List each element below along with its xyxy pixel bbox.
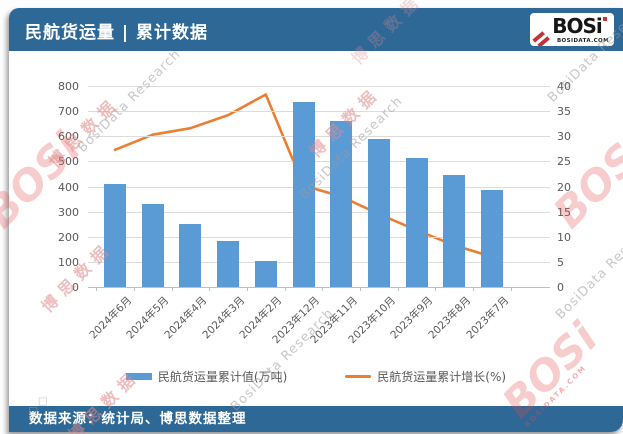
right-axis-tick-label: 0: [557, 281, 564, 294]
line-swatch-icon: [345, 374, 372, 378]
header-banner: 民航货运量 | 累计数据 BOSi BOSIDATA.COM: [9, 8, 623, 51]
x-axis-tick: [360, 287, 362, 291]
x-axis-tick: [473, 287, 475, 291]
left-axis-tick-label: 0: [72, 281, 79, 294]
bar-2024年5月: [141, 204, 164, 287]
plot-area: 2024年6月 2024年5月 2024年4月 2024年3月 2024年2月 2023年…: [87, 86, 550, 346]
x-axis-tick: [246, 287, 248, 291]
right-axis-tick-label: 30: [557, 130, 571, 144]
bar-swatch-icon: [125, 372, 152, 380]
x-axis-line: [88, 287, 550, 288]
bar-2024年3月: [217, 241, 240, 287]
gridline: [88, 261, 550, 263]
gridline: [88, 211, 550, 213]
right-axis-tick-label: 20: [557, 180, 571, 194]
x-axis-tick: [435, 287, 437, 291]
left-axis-tick-label: 600: [58, 130, 79, 144]
left-axis-tick-label: 300: [58, 205, 79, 219]
gridline: [88, 186, 550, 188]
data-source-text: 数据来源：统计局、博思数据整理: [29, 411, 247, 427]
legend: 民航货运量累计值(万吨) 民航货运量累计增长(%): [9, 366, 623, 386]
x-axis-tick: [510, 287, 512, 291]
bar-2024年4月: [179, 224, 202, 287]
bosidata-logo[interactable]: BOSi BOSIDATA.COM: [530, 13, 614, 46]
x-axis-tick: [133, 287, 135, 291]
right-axis-tick-label: 40: [557, 80, 571, 93]
gridline: [88, 136, 550, 138]
bar-2023年9月: [405, 157, 428, 287]
right-axis-tick-label: 15: [557, 205, 571, 219]
gridline: [88, 236, 550, 238]
gridline: [88, 86, 550, 87]
x-axis-tick: [322, 287, 324, 291]
right-axis-tick-label: 25: [557, 155, 571, 169]
x-axis-tick: [171, 287, 173, 291]
logo-domain-text: BOSIDATA.COM: [556, 38, 609, 44]
x-axis-tick: [397, 287, 399, 291]
logo-dot-icon: [603, 17, 607, 21]
right-axis-tick-label: 5: [557, 255, 564, 269]
left-axis-tick-label: 800: [58, 80, 79, 93]
report-card: 民航货运量 | 累计数据 BOSi BOSIDATA.COM 800 700 600…: [9, 8, 623, 432]
bar-2023年8月: [443, 175, 466, 287]
gridline: [88, 111, 550, 113]
right-axis-tick-label: 10: [557, 230, 571, 244]
legend-bar-label: 民航货运量累计值(万吨): [157, 369, 288, 384]
gridline: [88, 161, 550, 163]
legend-item-line: 民航货运量累计增长(%): [345, 368, 506, 385]
footer-source-bar: 数据来源：统计局、博思数据整理: [9, 406, 623, 432]
bar-2024年6月: [104, 184, 126, 287]
legend-line-label: 民航货运量累计增长(%): [377, 369, 507, 384]
right-axis-tick-label: 35: [557, 105, 571, 119]
bar-2024年2月: [254, 260, 277, 287]
logo-wordmark: BOSi: [552, 14, 603, 38]
left-axis-tick-label: 400: [58, 180, 79, 194]
bar-2023年11月: [330, 121, 353, 287]
page-title: 民航货运量 | 累计数据: [25, 23, 209, 43]
left-axis-tick-label: 100: [58, 255, 79, 269]
bar-2023年12月: [292, 102, 315, 287]
x-axis-tick: [96, 287, 98, 291]
left-axis-tick-label: 200: [58, 230, 79, 244]
bar-2023年10月: [367, 138, 390, 287]
legend-item-bar: 民航货运量累计值(万吨): [125, 368, 288, 385]
x-axis-tick: [209, 287, 211, 291]
left-axis-tick-label: 500: [58, 155, 79, 169]
left-axis-tick-label: 700: [58, 105, 79, 119]
bar-2023年7月: [481, 190, 503, 287]
x-axis-tick: [284, 287, 286, 291]
